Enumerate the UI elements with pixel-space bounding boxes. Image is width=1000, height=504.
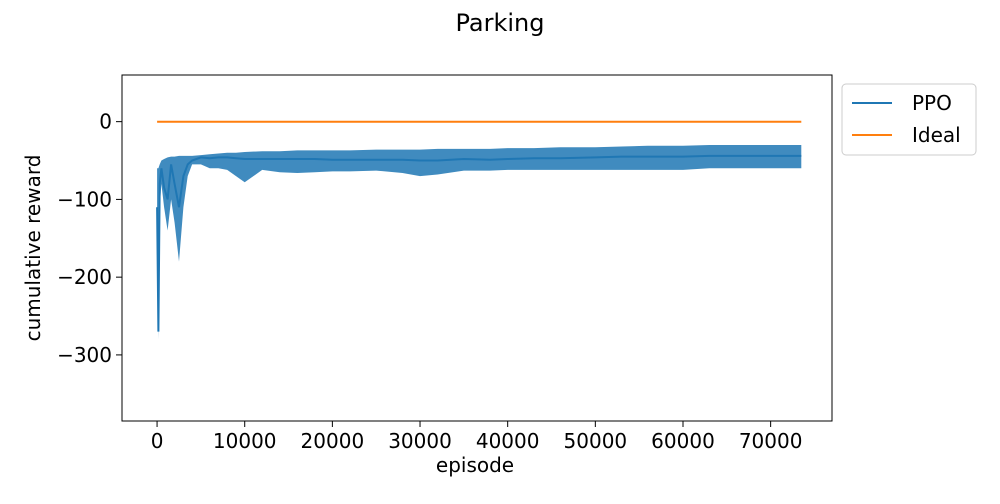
y-tick-label: −100 xyxy=(57,187,112,211)
y-tick-label: −200 xyxy=(57,265,112,289)
x-tick-label: 20000 xyxy=(301,429,365,453)
legend-label-ideal: Ideal xyxy=(912,123,961,147)
x-tick-label: 30000 xyxy=(388,429,452,453)
x-tick-label: 60000 xyxy=(651,429,715,453)
plot-frame xyxy=(121,74,833,422)
y-tick-label: 0 xyxy=(99,110,112,134)
x-tick-label: 70000 xyxy=(739,429,803,453)
x-axis-label: episode xyxy=(436,453,514,477)
y-axis-label: cumulative reward xyxy=(21,155,45,342)
x-tick-label: 40000 xyxy=(476,429,540,453)
series-ppo-band xyxy=(157,145,802,340)
plot-area xyxy=(156,120,802,340)
x-tick-label: 0 xyxy=(151,429,164,453)
x-tick-label: 50000 xyxy=(564,429,628,453)
chart-title: Parking xyxy=(456,9,545,37)
legend-box xyxy=(841,83,977,156)
x-tick-label: 10000 xyxy=(213,429,277,453)
legend-label-ppo: PPO xyxy=(912,91,952,115)
series-ppo-line xyxy=(156,154,802,332)
legend: PPO Ideal xyxy=(841,83,977,156)
y-tick-label: −300 xyxy=(57,343,112,367)
